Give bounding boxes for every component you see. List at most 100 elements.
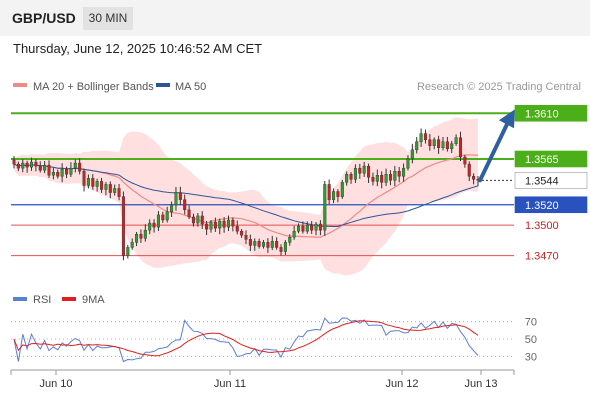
candle-up bbox=[29, 161, 34, 168]
candle-up bbox=[441, 141, 445, 149]
x-tick-label-1: Jun 11 bbox=[214, 378, 246, 390]
candle-up bbox=[21, 162, 25, 169]
candle-down bbox=[257, 241, 261, 247]
candle-down bbox=[121, 196, 125, 256]
rsi-tick-label-0: 70 bbox=[525, 317, 537, 329]
candle-down bbox=[139, 234, 143, 239]
candle-up bbox=[253, 241, 257, 246]
level-label-box-2 bbox=[514, 172, 588, 189]
candle-up bbox=[261, 242, 266, 247]
ma20-legend-swatch bbox=[13, 83, 27, 87]
ma9-legend-label: 9MA bbox=[82, 294, 105, 306]
candle-down bbox=[213, 221, 217, 229]
candle-down bbox=[191, 216, 195, 224]
candle-up bbox=[226, 219, 231, 228]
candle-up bbox=[170, 204, 174, 213]
ma50-legend-label: MA 50 bbox=[175, 81, 206, 93]
ma9-legend-swatch bbox=[62, 297, 76, 301]
candle-down bbox=[423, 133, 427, 140]
candle-down bbox=[327, 184, 331, 200]
candle-down bbox=[117, 188, 121, 197]
level-label-1: 1.3565 bbox=[525, 154, 559, 166]
candle-up bbox=[143, 229, 147, 239]
candle-up bbox=[156, 214, 160, 228]
candle-down bbox=[152, 222, 156, 228]
candle-down bbox=[380, 175, 384, 183]
candle-up bbox=[126, 247, 130, 256]
candle-down bbox=[222, 220, 226, 228]
level-label-box-3 bbox=[514, 196, 588, 214]
candle-up bbox=[393, 170, 397, 181]
candle-down bbox=[187, 209, 191, 218]
x-tick-label-2: Jun 12 bbox=[385, 378, 418, 390]
candle-down bbox=[275, 241, 279, 248]
candle-down bbox=[47, 164, 51, 176]
timeframe-badge[interactable]: 30 MIN bbox=[83, 7, 133, 30]
candle-up bbox=[95, 181, 99, 187]
candle-down bbox=[200, 215, 204, 225]
candle-up bbox=[375, 175, 379, 182]
candle-down bbox=[428, 139, 432, 146]
candle-up bbox=[196, 215, 200, 224]
candle-down bbox=[161, 214, 165, 221]
candle-down bbox=[100, 181, 104, 190]
candle-up bbox=[410, 149, 414, 160]
candle-down bbox=[25, 162, 29, 168]
candle-down bbox=[34, 161, 38, 167]
candle-up bbox=[362, 165, 366, 174]
candle-down bbox=[358, 167, 362, 174]
rsi-tick-label-2: 30 bbox=[525, 351, 537, 363]
candle-down bbox=[82, 170, 86, 186]
candle-up bbox=[353, 167, 357, 180]
candle-down bbox=[231, 219, 235, 227]
candle-up bbox=[406, 158, 410, 169]
candle-down bbox=[38, 165, 42, 171]
candle-up bbox=[432, 139, 436, 146]
forecast-arrow-head bbox=[499, 109, 515, 129]
level-label-box-0 bbox=[514, 104, 588, 122]
candle-up bbox=[69, 167, 73, 175]
candle-up bbox=[60, 168, 64, 177]
candle-down bbox=[244, 235, 248, 240]
candle-up bbox=[104, 184, 108, 190]
symbol-title: GBP/USD bbox=[12, 10, 76, 26]
candle-down bbox=[279, 247, 283, 252]
candle-down bbox=[108, 184, 112, 193]
candle-up bbox=[148, 222, 152, 231]
candle-up bbox=[174, 192, 178, 205]
rsi-tick-label-1: 50 bbox=[525, 334, 537, 346]
candle-down bbox=[56, 172, 60, 177]
candle-up bbox=[332, 191, 336, 200]
candle-down bbox=[371, 177, 375, 182]
candle-up bbox=[113, 188, 117, 193]
candle-up bbox=[450, 143, 454, 150]
candle-up bbox=[419, 133, 423, 142]
candle-down bbox=[266, 242, 270, 248]
ma50-legend-swatch bbox=[156, 83, 170, 87]
candle-down bbox=[318, 223, 322, 231]
rsi-line bbox=[13, 317, 479, 363]
candle-down bbox=[397, 170, 401, 177]
rsi-legend-label: RSI bbox=[33, 294, 51, 306]
candle-down bbox=[240, 230, 244, 236]
candle-up bbox=[454, 137, 458, 144]
candle-down bbox=[178, 192, 182, 200]
candle-up bbox=[130, 242, 134, 248]
forecast-arrow-shaft bbox=[478, 122, 509, 183]
level-label-0: 1.3610 bbox=[525, 108, 559, 120]
candle-down bbox=[235, 225, 239, 232]
candle-down bbox=[437, 139, 441, 149]
candle-down bbox=[388, 174, 392, 181]
ma50-line bbox=[13, 163, 479, 227]
x-tick-label-3: Jun 13 bbox=[464, 378, 497, 390]
candle-down bbox=[183, 199, 187, 211]
candle-up bbox=[165, 211, 169, 221]
level-label-4: 1.3500 bbox=[525, 220, 559, 232]
candle-up bbox=[305, 224, 309, 232]
candle-down bbox=[12, 159, 16, 165]
candle-down bbox=[78, 162, 82, 172]
candle-up bbox=[297, 225, 301, 232]
candle-down bbox=[463, 156, 467, 165]
candle-down bbox=[310, 224, 314, 231]
